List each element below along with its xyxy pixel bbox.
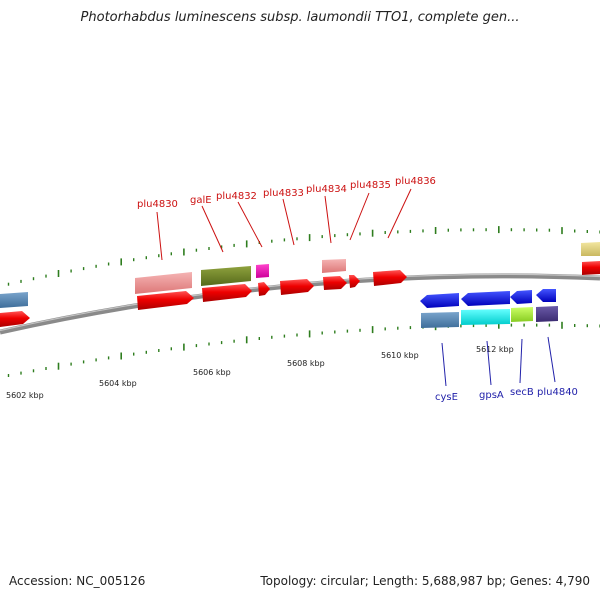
gene-feature-gpsA[interactable] — [461, 309, 510, 325]
gene-label-plu4836[interactable]: plu4836 — [395, 176, 436, 187]
gene-arrow-right-edge[interactable] — [582, 261, 600, 275]
gene-label-galE[interactable]: galE — [190, 195, 212, 206]
gene-leader-line — [349, 192, 370, 241]
gene-label-gpsA[interactable]: gpsA — [479, 390, 504, 401]
map-title: Photorhabdus luminescens subsp. laumondi… — [80, 10, 520, 25]
gene-leader-line — [156, 211, 163, 261]
gene-label-secB[interactable]: secB — [510, 387, 534, 398]
gene-feature-plu4840[interactable] — [536, 306, 558, 322]
outer-tick-ring — [7, 226, 600, 286]
gene-leader-line — [547, 336, 556, 383]
gene-feature-cysE[interactable] — [421, 312, 459, 328]
genome-summary-text: Topology: circular; Length: 5,688,987 bp… — [260, 574, 590, 588]
scale-label: 5608 kbp — [287, 359, 325, 368]
gene-leader-line — [519, 338, 523, 384]
gene-feature-plu4830[interactable] — [135, 272, 192, 294]
gene-label-cysE[interactable]: cysE — [435, 392, 458, 403]
gene-leader-line — [324, 195, 332, 244]
gene-leader-line — [441, 342, 447, 387]
gene-leader-line — [237, 201, 263, 248]
gene-leader-line — [282, 198, 295, 246]
gene-arrow-plu4835[interactable] — [349, 275, 360, 288]
gene-label-plu4833[interactable]: plu4833 — [263, 188, 304, 199]
gene-label-plu4835[interactable]: plu4835 — [350, 180, 391, 191]
gene-feature-galE[interactable] — [201, 266, 251, 286]
gene-arrow-galE[interactable] — [202, 284, 252, 302]
gene-arrow-plu4840[interactable] — [536, 289, 556, 302]
gene-arrow-plu4830[interactable] — [137, 291, 194, 310]
gene-feature-plu4834[interactable] — [322, 259, 346, 273]
gene-arrow-plu4836[interactable] — [373, 270, 407, 286]
scale-label: 5610 kbp — [381, 351, 419, 360]
gene-arrow-cysE[interactable] — [420, 293, 459, 308]
gene-label-plu4830[interactable]: plu4830 — [137, 199, 178, 210]
gene-leader-line — [201, 205, 224, 253]
gene-arrow-left[interactable] — [0, 311, 30, 327]
gene-arrow-gpsA[interactable] — [461, 291, 510, 306]
scale-label: 5602 kbp — [6, 391, 44, 400]
gene-arrow-plu4832[interactable] — [258, 282, 270, 296]
gene-arrow-plu4833[interactable] — [280, 279, 314, 295]
gene-arrow-plu4834[interactable] — [323, 276, 347, 290]
gene-feature-khaki[interactable] — [581, 242, 600, 256]
accession-text: Accession: NC_005126 — [9, 574, 146, 588]
gene-feature-left-teal[interactable] — [0, 292, 28, 308]
gene-label-plu4834[interactable]: plu4834 — [306, 184, 347, 195]
gene-label-plu4840[interactable]: plu4840 — [537, 387, 578, 398]
scale-label: 5604 kbp — [99, 379, 137, 388]
gene-arrow-secB[interactable] — [510, 290, 532, 304]
scale-label: 5612 kbp — [476, 345, 514, 354]
gene-feature-secB[interactable] — [511, 307, 533, 322]
scale-label: 5606 kbp — [193, 368, 231, 377]
gene-leader-line — [387, 188, 412, 239]
gene-leader-line — [486, 340, 492, 386]
gene-label-plu4832[interactable]: plu4832 — [216, 191, 257, 202]
gene-feature-plu4832[interactable] — [256, 264, 269, 278]
